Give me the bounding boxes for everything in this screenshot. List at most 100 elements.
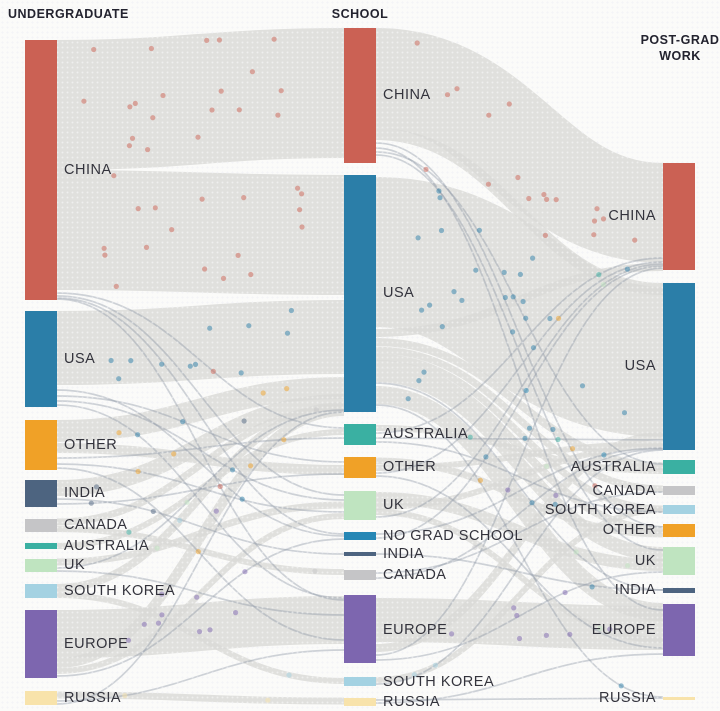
node-bar-p-skorea[interactable] xyxy=(663,505,695,514)
particle xyxy=(419,307,425,313)
node-bar-u-india[interactable] xyxy=(25,480,57,507)
particle xyxy=(288,307,294,314)
particle xyxy=(569,446,576,452)
particle xyxy=(281,437,287,443)
particle xyxy=(405,396,411,402)
particle xyxy=(177,517,183,524)
particle xyxy=(154,545,160,551)
particle xyxy=(444,92,451,98)
particle xyxy=(171,451,177,457)
node-bar-s-russia[interactable] xyxy=(344,698,376,706)
particle xyxy=(88,500,94,506)
particle xyxy=(284,330,291,336)
node-bar-s-nogradschool[interactable] xyxy=(344,532,376,540)
node-bar-s-usa[interactable] xyxy=(344,175,376,412)
particle xyxy=(477,477,483,483)
node-bar-p-other[interactable] xyxy=(663,524,695,537)
flow-u-usa-to-s-usa xyxy=(56,300,345,385)
particle xyxy=(501,269,507,275)
particle xyxy=(624,266,631,272)
particle xyxy=(600,281,607,288)
node-bar-s-canada[interactable] xyxy=(344,570,376,580)
particle xyxy=(207,325,213,331)
particle xyxy=(523,387,529,394)
flow-s-europe-to-p-europe xyxy=(375,598,664,650)
particle xyxy=(127,104,133,110)
flow-u-china-to-s-usa xyxy=(56,170,345,295)
particle xyxy=(505,487,511,493)
particle xyxy=(594,206,600,212)
particle xyxy=(132,100,138,106)
particle xyxy=(476,227,482,233)
particle xyxy=(601,452,607,458)
particle xyxy=(229,467,236,473)
node-bar-p-usa[interactable] xyxy=(663,283,695,450)
node-bar-u-china[interactable] xyxy=(25,40,57,300)
particle xyxy=(248,271,254,278)
particle xyxy=(126,143,132,149)
node-bar-p-europe[interactable] xyxy=(663,604,695,656)
node-bar-p-india[interactable] xyxy=(663,588,695,593)
particle xyxy=(437,195,443,201)
node-bar-s-skorea[interactable] xyxy=(344,677,376,686)
node-bar-s-australia[interactable] xyxy=(344,424,376,445)
particle xyxy=(159,591,165,597)
node-bar-s-other[interactable] xyxy=(344,457,376,478)
particle xyxy=(550,426,556,432)
particle xyxy=(159,612,165,618)
particle xyxy=(233,610,239,616)
particle xyxy=(432,662,438,668)
particle xyxy=(553,197,559,203)
particle xyxy=(218,88,224,94)
particle xyxy=(520,298,526,305)
particle xyxy=(260,390,266,396)
node-bar-s-china[interactable] xyxy=(344,28,376,163)
particle xyxy=(169,227,175,233)
node-bar-u-australia[interactable] xyxy=(25,543,57,549)
particle xyxy=(542,232,549,238)
node-bar-p-australia[interactable] xyxy=(663,460,695,474)
particle xyxy=(414,40,420,46)
node-bar-u-other[interactable] xyxy=(25,420,57,470)
node-bar-p-canada[interactable] xyxy=(663,486,695,495)
node-bar-p-russia[interactable] xyxy=(663,697,695,700)
node-bar-u-russia[interactable] xyxy=(25,691,57,705)
particle xyxy=(135,206,141,212)
node-bar-u-uk[interactable] xyxy=(25,559,57,572)
node-bar-p-china[interactable] xyxy=(663,163,695,270)
particle xyxy=(241,195,247,201)
particle xyxy=(544,463,550,469)
particle xyxy=(195,549,201,555)
node-bar-s-europe[interactable] xyxy=(344,595,376,663)
particle xyxy=(454,86,460,92)
particle xyxy=(621,410,628,416)
particle xyxy=(415,235,421,241)
particle xyxy=(522,435,528,441)
node-bar-s-uk[interactable] xyxy=(344,491,376,520)
flow-u-russia-to-s-russia xyxy=(56,691,345,705)
particle xyxy=(423,166,429,172)
node-bar-s-india[interactable] xyxy=(344,552,376,556)
particle xyxy=(486,112,492,118)
particle xyxy=(271,36,277,42)
particle xyxy=(216,37,222,43)
node-bar-u-europe[interactable] xyxy=(25,610,57,678)
node-bar-u-canada[interactable] xyxy=(25,519,57,532)
particle xyxy=(102,252,108,258)
particle xyxy=(592,483,598,489)
particle xyxy=(514,612,520,619)
particle xyxy=(485,181,491,187)
node-bar-p-uk[interactable] xyxy=(663,547,695,575)
particle xyxy=(573,549,579,555)
particle xyxy=(160,92,166,99)
flow-s-russia-to-p-russia xyxy=(375,697,664,701)
flow-u-china-to-s-china xyxy=(56,28,345,170)
particle xyxy=(511,605,517,611)
particle xyxy=(135,432,141,438)
particle xyxy=(184,499,190,505)
particle xyxy=(122,693,128,699)
particle xyxy=(213,508,219,514)
node-bar-u-skorea[interactable] xyxy=(25,584,57,598)
particle xyxy=(91,46,97,53)
node-bar-u-usa[interactable] xyxy=(25,311,57,407)
